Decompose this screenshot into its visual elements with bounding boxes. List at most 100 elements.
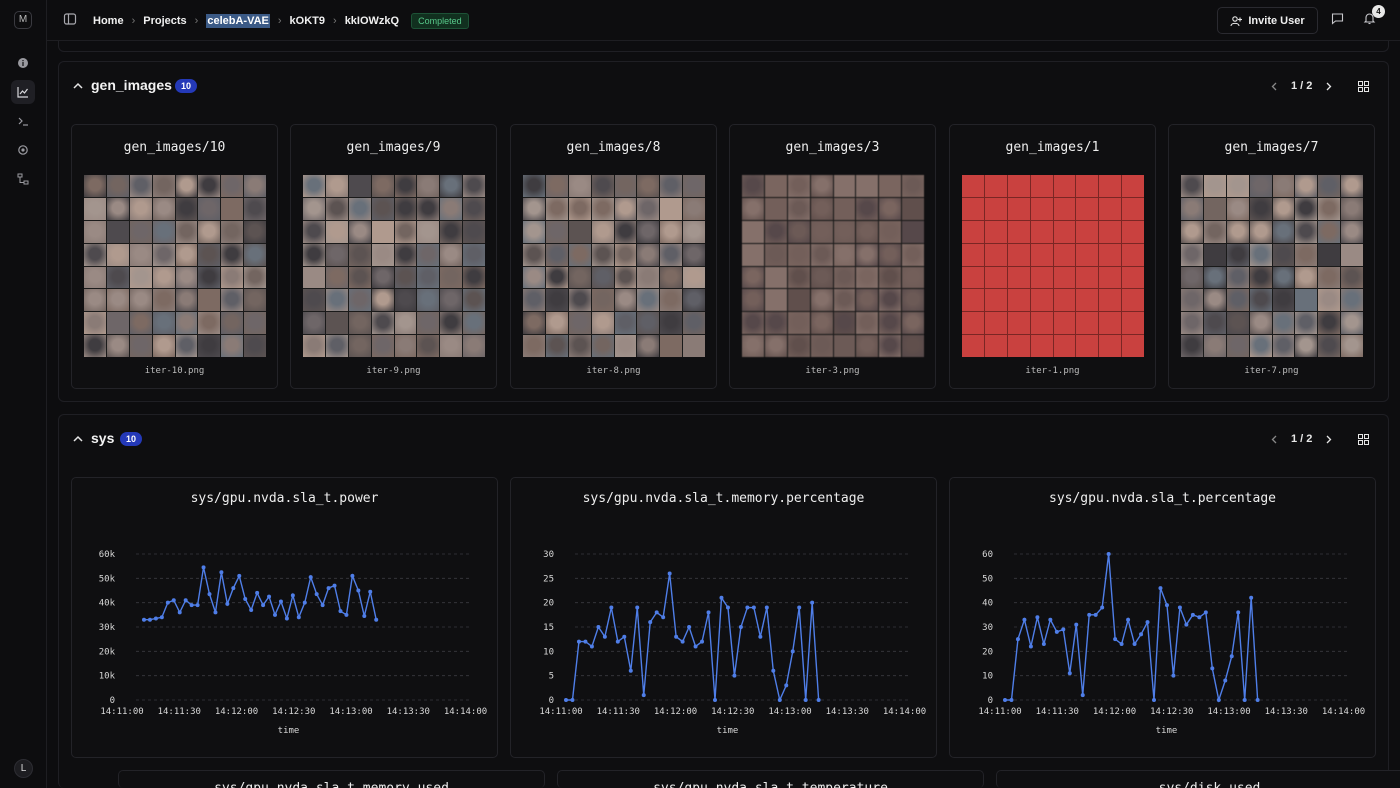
image-card[interactable]: gen_images/8 iter-8.png [510,124,717,389]
data-point [654,610,659,615]
y-tick-label: 0 [549,696,554,706]
section-gen-images: gen_images 10 1 / 2 gen_images/10 iter-10… [58,61,1389,402]
invite-user-button[interactable]: Invite User [1217,7,1318,34]
generated-image-thumbnail[interactable] [742,175,924,357]
section-title: gen_images [91,77,172,93]
y-tick-label: 20 [982,647,993,657]
image-card[interactable]: gen_images/10 iter-10.png [71,124,278,389]
data-point [602,634,607,639]
y-tick-label: 40 [982,599,993,609]
metric-chart-card[interactable]: sys/disk.used [996,770,1400,788]
data-point [738,625,743,629]
data-point [797,605,802,610]
chart-title: sys/gpu.nvda.sla_t.temperature [558,781,983,788]
data-point [165,600,170,605]
image-card-title: gen_images/7 [1224,140,1319,155]
data-point [771,668,776,673]
data-point [1145,620,1150,625]
data-point [356,588,361,593]
image-card[interactable]: gen_images/1 iter-1.png [949,124,1156,389]
breadcrumb-project[interactable]: celebA-VAE [206,13,270,28]
prev-page-button[interactable] [1267,79,1281,93]
line-chart[interactable]: 0 10 20 30 40 50 60 14:11:00 14:11:30 14:12:00 14:… [950,518,1377,738]
data-point [706,610,711,615]
rail-item-environment[interactable] [11,167,35,191]
image-card-title: gen_images/3 [785,140,880,155]
data-point [195,603,200,608]
section-header[interactable]: sys 10 1 / 2 [59,415,1388,465]
chart-line-icon [17,87,28,98]
next-page-button[interactable] [1322,79,1336,93]
breadcrumb: Home › Projects › celebA-VAE › kOKT9 › k… [93,0,469,41]
x-tick-label: 14:11:30 [1036,707,1079,717]
rail-item-charts[interactable] [11,80,35,104]
chart-title: sys/gpu.nvda.sla_t.memory.used [119,781,544,788]
metric-chart-card[interactable]: sys/gpu.nvda.sla_t.percentage 0 10 20 30 40 50… [949,477,1376,758]
grid-layout-icon[interactable] [1358,81,1369,92]
metric-chart-card[interactable]: sys/gpu.nvda.sla_t.memory.percentage 0 5 10… [510,477,937,758]
prev-page-button[interactable] [1267,432,1281,446]
metric-chart-card[interactable]: sys/gpu.nvda.sla_t.memory.used [118,770,545,788]
breadcrumb-experiment[interactable]: kOKT9 [289,14,326,27]
image-card[interactable]: gen_images/9 iter-9.png [290,124,497,389]
data-point [1229,654,1234,659]
data-point [350,573,355,578]
data-point [284,616,289,621]
image-card[interactable]: gen_images/3 iter-3.png [729,124,936,389]
chart-title: sys/gpu.nvda.sla_t.memory.percentage [582,491,865,506]
main-content: gen_images 10 1 / 2 gen_images/10 iter-10… [47,41,1400,788]
grid-layout-icon[interactable] [1358,434,1369,445]
image-card[interactable]: gen_images/7 iter-7.png [1168,124,1375,389]
feedback-button[interactable] [1331,12,1344,30]
chip-icon [18,145,28,155]
generated-image-thumbnail[interactable] [962,175,1144,357]
data-point [667,571,672,576]
data-point [249,607,254,612]
data-point [570,698,575,702]
rail-item-logs[interactable] [11,109,35,133]
chevron-up-icon[interactable] [73,82,83,90]
x-tick-label: 14:11:30 [158,707,201,717]
data-point [1022,617,1027,622]
data-point [344,612,349,617]
rail-item-overview[interactable] [11,51,35,75]
chevron-left-icon [1271,435,1277,443]
line-chart[interactable]: 0 5 10 15 20 25 30 14:11:00 14:11:30 14:12:00 14:1… [511,518,938,738]
data-point [790,649,795,654]
next-page-button[interactable] [1322,432,1336,446]
y-tick-label: 60 [982,550,993,560]
generated-image-thumbnail[interactable] [523,175,705,357]
section-header[interactable]: gen_images 10 1 / 2 [59,62,1388,112]
x-tick-label: 14:11:30 [597,707,640,717]
metric-chart-card[interactable]: sys/gpu.nvda.sla_t.temperature [557,770,984,788]
sidebar-toggle-button[interactable] [63,12,77,31]
data-point [368,589,373,594]
image-card-caption: iter-10.png [144,366,205,376]
app-logo[interactable]: M [14,11,32,29]
chevron-right-icon: › [333,14,337,27]
image-card-title: gen_images/10 [123,140,226,155]
image-card-caption: iter-1.png [1025,366,1080,376]
line-chart[interactable]: 0 10k 20k 30k 40k 50k 60k 14:11:00 14:11:30 14:12… [72,518,499,738]
breadcrumb-home[interactable]: Home [93,14,124,27]
y-tick-label: 20k [99,647,116,657]
generated-image-thumbnail[interactable] [1181,175,1363,357]
user-avatar[interactable]: L [14,759,33,778]
breadcrumb-run[interactable]: kkIOWzkQ [344,14,400,27]
data-point [1255,698,1260,702]
y-tick-label: 30k [99,623,116,633]
notifications-button[interactable] [1363,12,1376,30]
chevron-up-icon[interactable] [73,435,83,443]
generated-image-thumbnail[interactable] [303,175,485,357]
x-axis-label: time [1156,726,1178,736]
data-point [583,639,588,644]
image-card-caption: iter-9.png [366,366,421,376]
generated-image-thumbnail[interactable] [84,175,266,357]
metric-chart-card[interactable]: sys/gpu.nvda.sla_t.power 0 10k 20k 30k 40k 50k… [71,477,498,758]
data-point [1067,671,1072,676]
breadcrumb-projects[interactable]: Projects [143,14,187,27]
rail-item-system[interactable] [11,138,35,162]
y-tick-label: 30 [982,623,993,633]
data-point [1164,603,1169,608]
chevron-right-icon [1326,82,1332,90]
